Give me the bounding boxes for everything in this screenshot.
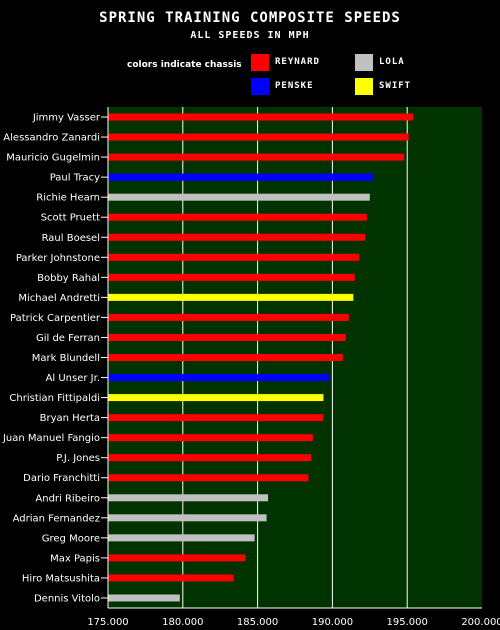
bar	[108, 414, 324, 422]
category-label: Raul Boesel	[42, 233, 100, 244]
category-label: P.J. Jones	[56, 453, 100, 464]
legend-label-penske: PENSKE	[275, 81, 314, 91]
x-tick-label: 175.000	[87, 617, 128, 628]
category-label: Dario Franchitti	[23, 473, 100, 484]
bar	[108, 233, 366, 241]
bar	[108, 133, 409, 141]
category-label: Paul Tracy	[50, 173, 100, 184]
category-label: Christian Fittipaldi	[9, 393, 100, 404]
category-label: Patrick Carpentier	[10, 313, 101, 324]
chart-subtitle: ALL SPEEDS IN MPH	[190, 30, 310, 41]
category-label: Scott Pruett	[41, 213, 100, 224]
category-label: Mark Blundell	[32, 353, 100, 364]
legend-label-swift: SWIFT	[379, 81, 412, 91]
bar	[108, 554, 246, 562]
bar	[108, 594, 180, 602]
legend-swatch-reynard	[251, 54, 269, 71]
x-tick-label: 195.000	[387, 617, 428, 628]
x-tick-label: 190.000	[312, 617, 353, 628]
bar	[108, 474, 309, 482]
category-label: Jimmy Vasser	[32, 113, 101, 124]
bar	[108, 454, 312, 462]
category-label: Parker Johnstone	[16, 253, 100, 264]
bar	[108, 153, 405, 161]
category-label: Bobby Rahal	[37, 273, 100, 284]
bar	[108, 273, 355, 281]
bar	[108, 434, 313, 442]
bar	[108, 333, 346, 341]
category-label: Mauricio Gugelmin	[6, 153, 100, 164]
x-tick-label: 185.000	[237, 617, 278, 628]
bar	[108, 253, 360, 261]
legend-label-reynard: REYNARD	[275, 57, 320, 67]
x-tick-label: 180.000	[162, 617, 203, 628]
bar	[108, 394, 324, 402]
category-label: Gil de Ferran	[36, 333, 100, 344]
bar	[108, 193, 370, 201]
category-label: Juan Manuel Fangio	[2, 433, 100, 444]
category-label: Max Papis	[50, 553, 100, 564]
legend-swatch-swift	[355, 78, 373, 95]
category-label: Hiro Matsushita	[22, 573, 100, 584]
category-label: Andri Ribeiro	[35, 493, 100, 504]
legend-swatch-lola	[355, 54, 373, 71]
bar	[108, 374, 330, 382]
x-tick-label: 200.000	[461, 617, 500, 628]
category-label: Greg Moore	[42, 533, 100, 544]
chart-title: SPRING TRAINING COMPOSITE SPEEDS	[99, 10, 401, 26]
bar	[108, 494, 269, 502]
bar	[108, 113, 414, 121]
bar	[108, 354, 343, 361]
bar	[108, 173, 373, 181]
bar	[108, 574, 234, 582]
category-label: Bryan Herta	[40, 413, 100, 424]
bar	[108, 534, 255, 542]
category-label: Al Unser Jr.	[46, 373, 100, 384]
category-label: Michael Andretti	[18, 293, 100, 304]
category-label: Richie Hearn	[36, 193, 100, 204]
bar	[108, 313, 349, 321]
category-label: Dennis Vitolo	[34, 593, 100, 604]
legend-swatch-penske	[251, 78, 269, 95]
legend-label-lola: LOLA	[379, 57, 405, 67]
bar	[108, 293, 354, 301]
bar	[108, 213, 367, 221]
category-label: Alessandro Zanardi	[3, 133, 100, 144]
category-label: Adrian Fernandez	[13, 513, 100, 524]
legend-note: colors indicate chassis	[127, 60, 242, 70]
bar	[108, 514, 267, 522]
